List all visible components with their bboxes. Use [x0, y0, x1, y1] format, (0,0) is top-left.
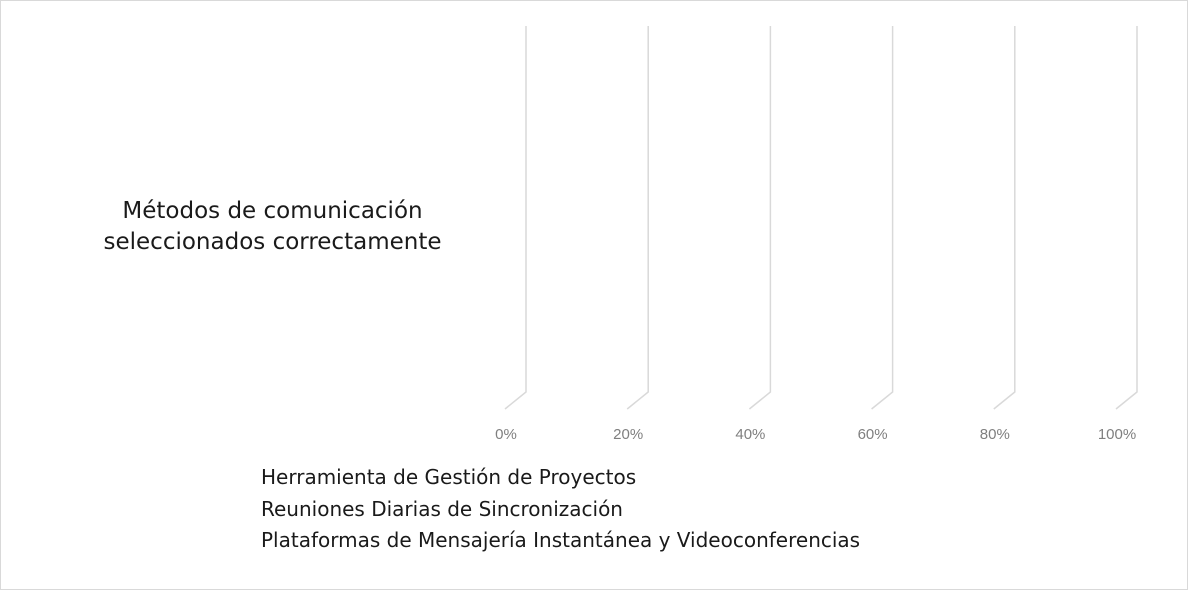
gridline [504, 26, 527, 410]
gridline [748, 26, 772, 410]
x-tick-label: 20% [613, 426, 643, 443]
category-label-line-1: Métodos de comunicación [122, 198, 423, 224]
gridlines [504, 26, 1138, 410]
x-tick-label: 60% [858, 426, 888, 443]
category-label-line-2: seleccionados correctamente [103, 229, 442, 255]
x-tick-label: 0% [495, 426, 517, 443]
x-tick-label: 100% [1098, 426, 1136, 443]
legend-item-reuniones-diarias: Reuniones Diarias de Sincronización [261, 496, 623, 521]
gridline [626, 26, 649, 410]
x-tick-label: 80% [980, 426, 1010, 443]
x-tick-label: 40% [735, 426, 765, 443]
legend: Herramienta de Gestión de Proyectos Reun… [261, 462, 860, 557]
category-label: Métodos de comunicación seleccionados co… [40, 196, 505, 258]
legend-item-mensajeria-videoconferencias: Plataformas de Mensajería Instantánea y … [261, 528, 861, 552]
gridline [993, 26, 1016, 410]
gridline [1115, 26, 1138, 410]
legend-item-gestion-proyectos: Herramienta de Gestión de Proyectos [261, 465, 637, 489]
x-tick-labels: 0% 20% 40% 60% 80% 100% [495, 426, 1136, 443]
gridline [871, 26, 894, 410]
